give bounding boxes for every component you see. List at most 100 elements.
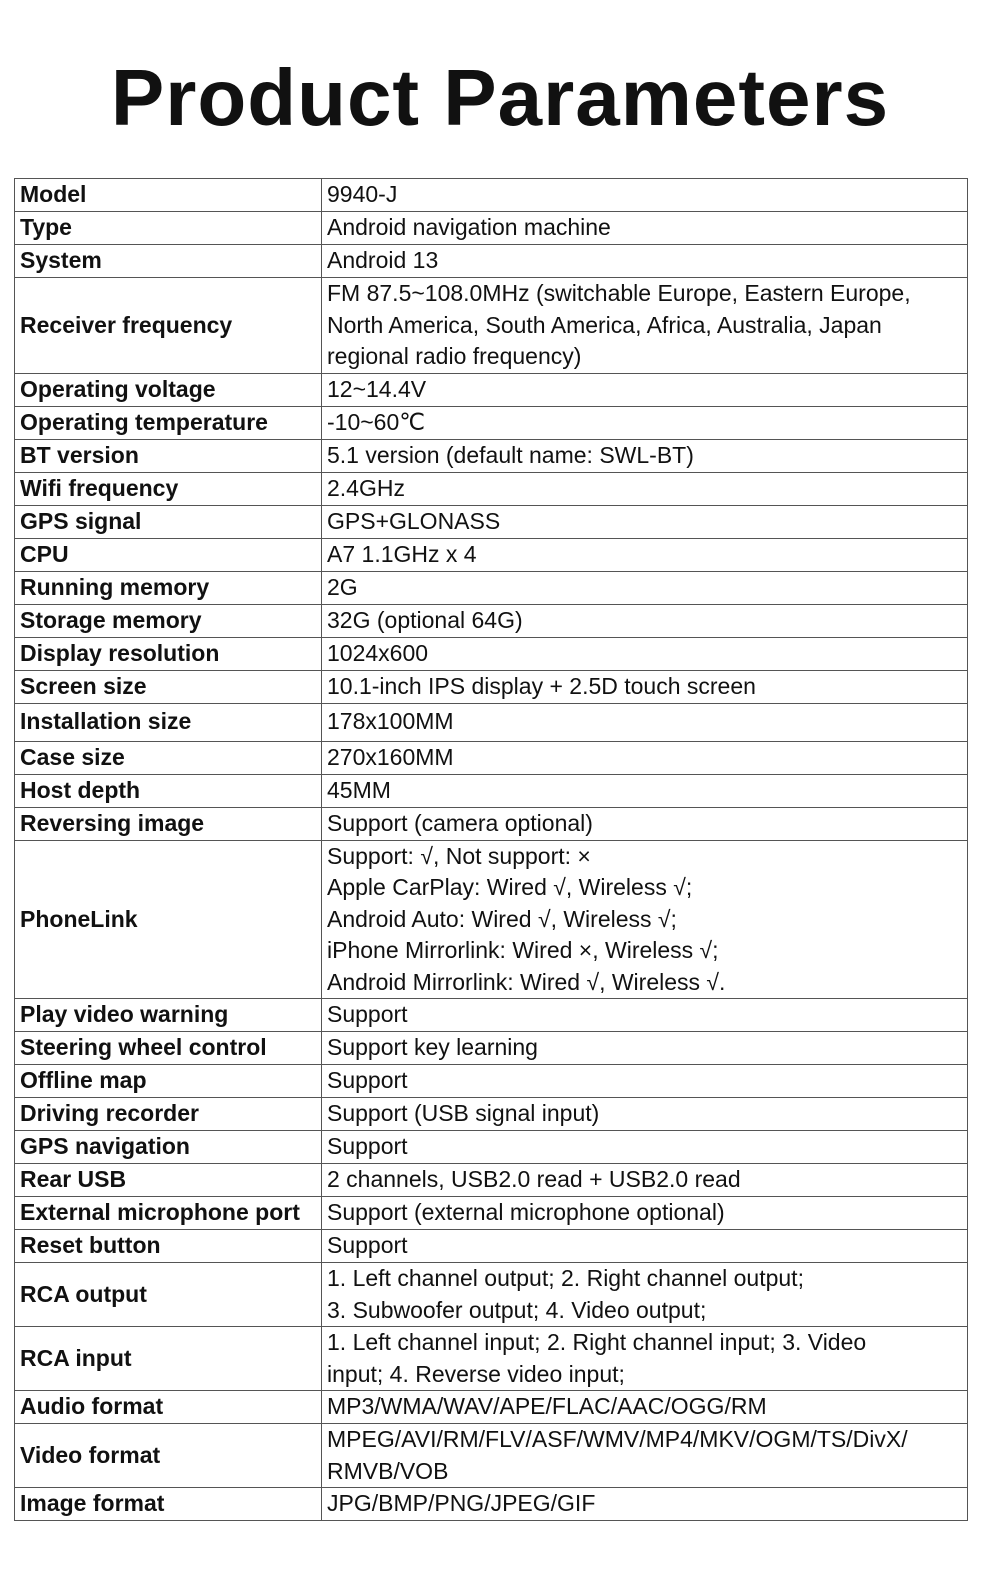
table-row: Operating voltage 12~14.4V xyxy=(14,372,968,407)
table-row: Driving recorder Support (USB signal inpu… xyxy=(14,1097,968,1131)
parameter-value-line: Support: √, Not support: × xyxy=(327,842,591,869)
parameter-value-line: 32G (optional 64G) xyxy=(327,606,523,633)
parameter-value-line: JPG/BMP/PNG/JPEG/GIF xyxy=(327,1490,596,1517)
parameter-label: Storage memory xyxy=(14,603,322,638)
parameter-value-line: Support key learning xyxy=(327,1034,538,1061)
parameter-value-line: Support xyxy=(327,1001,408,1028)
parameter-value: 2.4GHz xyxy=(321,471,968,506)
parameter-value-line: Android Auto: Wired √, Wireless √; xyxy=(327,905,677,932)
table-row: Storage memory 32G (optional 64G) xyxy=(14,603,968,638)
parameter-value-line: Support (USB signal input) xyxy=(327,1100,600,1127)
parameter-label: Operating temperature xyxy=(14,405,322,440)
parameter-value: Support xyxy=(321,1130,968,1164)
table-row: Steering wheel control Support key learni… xyxy=(14,1031,968,1065)
parameter-value: Support xyxy=(321,1229,968,1263)
parameter-value-line: 1024x600 xyxy=(327,639,429,666)
parameter-label: Host depth xyxy=(14,773,322,808)
parameter-label: Reversing image xyxy=(14,806,322,841)
table-row: GPS navigation Support xyxy=(14,1130,968,1164)
parameter-value: 9940-J xyxy=(321,178,968,212)
parameter-label: Type xyxy=(14,211,322,245)
parameter-value-line: 3. Subwoofer output; 4. Video output; xyxy=(327,1296,707,1323)
parameter-value: -10~60℃ xyxy=(321,405,968,440)
parameter-value: 32G (optional 64G) xyxy=(321,603,968,638)
parameter-label: Play video warning xyxy=(14,998,322,1032)
parameter-label: CPU xyxy=(14,537,322,572)
parameter-value: Support key learning xyxy=(321,1031,968,1065)
parameter-value: 12~14.4V xyxy=(321,372,968,407)
parameter-label: BT version xyxy=(14,438,322,473)
parameter-value: 1. Left channel output; 2. Right channel… xyxy=(321,1262,968,1327)
parameter-value: A7 1.1GHz x 4 xyxy=(321,537,968,572)
parameter-value-line: FM 87.5~108.0MHz (switchable Europe, Eas… xyxy=(327,280,911,306)
table-row: Wifi frequency 2.4GHz xyxy=(14,471,968,506)
table-row: Type Android navigation machine xyxy=(14,211,968,245)
table-row: Rear USB 2 channels, USB2.0 read + USB2.0… xyxy=(14,1163,968,1197)
parameter-value: Android 13 xyxy=(321,244,968,278)
parameter-value-line: 9940-J xyxy=(327,181,398,208)
parameter-value-line: Support (external microphone optional) xyxy=(327,1199,725,1226)
table-row: RCA output 1. Left channel output; 2. Rig… xyxy=(14,1262,968,1327)
table-row: CPU A7 1.1GHz x 4 xyxy=(14,537,968,572)
parameter-value-line: Apple CarPlay: Wired √, Wireless √; xyxy=(327,874,693,900)
parameter-label: Rear USB xyxy=(14,1163,322,1197)
parameter-label: Installation size xyxy=(14,702,322,742)
parameter-value-line: 270x160MM xyxy=(327,743,454,770)
parameter-label: GPS navigation xyxy=(14,1130,322,1164)
table-row: Screen size 10.1-inch IPS display + 2.5D … xyxy=(14,669,968,704)
page-title: Product Parameters xyxy=(110,53,890,142)
table-row: Display resolution 1024x600 xyxy=(14,636,968,671)
parameter-value-line: Android Mirrorlink: Wired √, Wireless √. xyxy=(327,968,726,995)
parameter-value-line: A7 1.1GHz x 4 xyxy=(327,540,477,567)
parameter-value-line: Android navigation machine xyxy=(327,214,611,241)
parameter-value: 45MM xyxy=(321,773,968,808)
table-row: Reversing image Support (camera optional) xyxy=(14,806,968,841)
table-row: RCA input 1. Left channel input; 2. Right… xyxy=(14,1326,968,1391)
parameter-value-line: iPhone Mirrorlink: Wired ×, Wireless √; xyxy=(327,937,719,963)
parameter-value-line: 2.4GHz xyxy=(327,474,405,501)
parameter-value-line: North America, South America, Africa, Au… xyxy=(327,311,882,338)
parameter-value: 178x100MM xyxy=(321,702,968,742)
parameter-value: 270x160MM xyxy=(321,740,968,775)
parameter-label: Screen size xyxy=(14,669,322,704)
parameter-value-line: 178x100MM xyxy=(327,708,454,735)
table-row: Running memory 2G xyxy=(14,570,968,605)
table-row: Offline map Support xyxy=(14,1064,968,1098)
parameter-value-line: GPS+GLONASS xyxy=(327,507,501,534)
product-parameters-table: Model 9940-J Type Android navigation machin… xyxy=(14,178,968,1521)
parameter-value-line: MPEG/AVI/RM/FLV/ASF/WMV/MP4/MKV/OGM/TS/D… xyxy=(327,1426,908,1452)
parameter-value-line: 12~14.4V xyxy=(327,375,427,402)
parameter-value: 1. Left channel input; 2. Right channel … xyxy=(321,1326,968,1391)
parameter-value-line: MP3/WMA/WAV/APE/FLAC/AAC/OGG/RM xyxy=(327,1393,767,1420)
table-row: BT version 5.1 version (default name: SWL… xyxy=(14,438,968,473)
parameter-value-line: regional radio frequency) xyxy=(327,343,582,369)
table-row: Reset button Support xyxy=(14,1229,968,1263)
table-row: Video format MPEG/AVI/RM/FLV/ASF/WMV/MP4/… xyxy=(14,1423,968,1488)
parameter-value: GPS+GLONASS xyxy=(321,504,968,539)
parameter-value: MP3/WMA/WAV/APE/FLAC/AAC/OGG/RM xyxy=(321,1390,968,1424)
table-row: GPS signal GPS+GLONASS xyxy=(14,504,968,539)
parameter-value-line: RMVB/VOB xyxy=(327,1457,449,1484)
parameter-label: RCA output xyxy=(14,1262,322,1327)
parameter-value: 5.1 version (default name: SWL-BT) xyxy=(321,438,968,473)
parameter-value-line: 2 channels, USB2.0 read + USB2.0 read xyxy=(327,1166,741,1193)
parameter-value: 2G xyxy=(321,570,968,605)
parameter-label: Offline map xyxy=(14,1064,322,1098)
parameter-value: Support (camera optional) xyxy=(321,806,968,841)
parameter-value: 2 channels, USB2.0 read + USB2.0 read xyxy=(321,1163,968,1197)
parameter-label: External microphone port xyxy=(14,1196,322,1230)
parameter-label: Reset button xyxy=(14,1229,322,1263)
parameter-value-line: 10.1-inch IPS display + 2.5D touch scree… xyxy=(327,672,756,699)
table-body: Model 9940-J Type Android navigation machin… xyxy=(14,178,968,1521)
parameter-value: Support xyxy=(321,998,968,1032)
parameter-label: Running memory xyxy=(14,570,322,605)
parameter-value-line: Android 13 xyxy=(327,247,439,274)
parameter-value: Support (external microphone optional) xyxy=(321,1196,968,1230)
parameter-label: Video format xyxy=(14,1423,322,1488)
parameter-value-line: 45MM xyxy=(327,776,391,803)
parameter-label: Operating voltage xyxy=(14,372,322,407)
parameter-label: Wifi frequency xyxy=(14,471,322,506)
parameter-value: Support: √, Not support: × Apple CarPlay:… xyxy=(321,839,968,999)
parameter-value: Support xyxy=(321,1064,968,1098)
table-row: PhoneLink Support: √, Not support: × Apple… xyxy=(14,839,968,999)
